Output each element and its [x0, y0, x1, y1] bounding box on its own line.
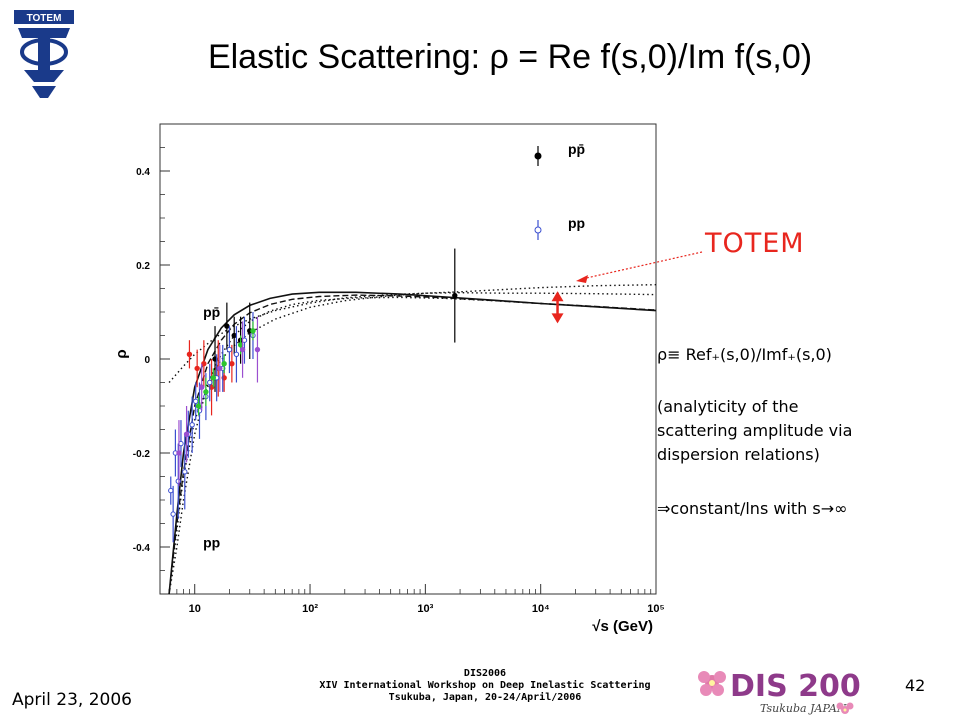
- curve-annotation: pp̄: [203, 304, 220, 320]
- y-tick-label: 0: [144, 355, 150, 366]
- x-tick-label: 10: [189, 603, 201, 615]
- flower-icon: [698, 671, 726, 696]
- data-point: [193, 398, 199, 404]
- footer-date: April 23, 2006: [12, 690, 132, 710]
- data-point: [196, 408, 203, 414]
- data-point: [194, 365, 200, 372]
- data-point: [168, 487, 174, 494]
- logo-base: [24, 70, 64, 82]
- dis2006-logo: DIS 2006 Tsukuba JAPAN: [690, 660, 860, 720]
- theory-curve-dashed: [168, 294, 657, 595]
- y-tick-label: 0.2: [136, 261, 150, 272]
- x-axis-label: √s (GeV): [592, 618, 653, 635]
- data-point: [452, 292, 458, 299]
- theory-curve-solid: [168, 291, 657, 595]
- logo-text: TOTEM: [27, 13, 62, 24]
- data-point: [224, 323, 230, 329]
- data-point: [221, 361, 227, 367]
- data-point: [182, 469, 188, 475]
- footer-conference: DIS2006 XIV International Workshop on De…: [280, 668, 690, 704]
- legend-label: pp: [568, 215, 585, 231]
- data-point: [176, 450, 182, 456]
- x-tick-label: 10³: [417, 603, 433, 615]
- note-rho-definition: ρ≡ Ref₊(s,0)/Imf₊(s,0): [657, 345, 832, 364]
- data-point: [231, 332, 237, 339]
- points-layer: [168, 248, 564, 543]
- dis-logo-subtext: Tsukuba JAPAN: [760, 702, 847, 715]
- note-asymptotic: ⇒constant/lns with s→∞: [657, 499, 848, 518]
- data-point: [207, 379, 213, 386]
- logo-banner: [14, 10, 74, 24]
- logo-pole: [38, 38, 50, 78]
- axes-layer: 10 10² 10³ 10⁴ 10⁵ -0.4 -0.2 0 0.2 0.4: [133, 147, 665, 615]
- data-point: [189, 422, 195, 428]
- logo-foot: [32, 86, 56, 98]
- data-point: [186, 351, 193, 358]
- totem-logo: TOTEM: [14, 10, 74, 98]
- small-flower-icon: [836, 702, 854, 714]
- data-point: [175, 478, 181, 484]
- note-line-2: scattering amplitude via: [657, 421, 853, 440]
- note-line-1: (analyticity of the: [657, 397, 799, 416]
- legend: pp̄ pp: [534, 141, 585, 240]
- data-point: [195, 403, 202, 409]
- data-point: [199, 384, 205, 390]
- footer-conf-line3: Tsukuba, Japan, 20-24/April/2006: [388, 692, 582, 703]
- note-line-3: dispersion relations): [657, 445, 820, 464]
- data-point: [229, 361, 235, 367]
- footer-conf-line1: DIS2006: [463, 668, 507, 679]
- totem-band-arrow-up: [551, 291, 564, 302]
- data-point: [226, 346, 233, 353]
- dis-logo-text: DIS 2006: [730, 669, 860, 704]
- data-point: [170, 511, 176, 517]
- data-point: [183, 431, 190, 437]
- y-tick-label: -0.4: [133, 543, 151, 554]
- x-tick-label: 10⁵: [647, 603, 664, 615]
- data-point: [239, 346, 246, 353]
- data-point: [203, 389, 209, 395]
- y-tick-label: 0.4: [136, 167, 150, 178]
- data-point: [210, 375, 217, 381]
- legend-marker: [534, 226, 542, 234]
- data-point: [250, 328, 256, 334]
- legend-label: pp̄: [568, 141, 585, 157]
- y-axis-label: ρ: [113, 349, 130, 358]
- x-tick-label: 10²: [302, 603, 318, 615]
- rho-chart: 10 10² 10³ 10⁴ 10⁵-0.4-0.200.20.4 pp̄pp pp̄p…: [113, 123, 665, 635]
- data-point: [217, 365, 223, 372]
- totem-band-arrow-down: [551, 313, 564, 324]
- x-tick-label: 10⁴: [532, 603, 550, 615]
- curve-annotation: pp: [203, 534, 220, 550]
- plot-frame: [159, 123, 657, 595]
- theory-curve-dotted: [168, 296, 657, 595]
- annotations-layer: pp̄ pp: [203, 304, 220, 550]
- totem-label: TOTEM: [705, 228, 805, 259]
- data-point: [233, 351, 240, 358]
- y-tick-label: -0.2: [133, 449, 151, 460]
- footer-conf-line2: XIV International Workshop on Deep Inela…: [319, 680, 651, 691]
- page-number: 42: [905, 676, 926, 695]
- logo-shape: [18, 28, 70, 38]
- data-point: [254, 346, 261, 353]
- slide-title: Elastic Scattering: ρ = Re f(s,0)/Im f(s…: [207, 38, 813, 76]
- legend-marker: [534, 152, 542, 160]
